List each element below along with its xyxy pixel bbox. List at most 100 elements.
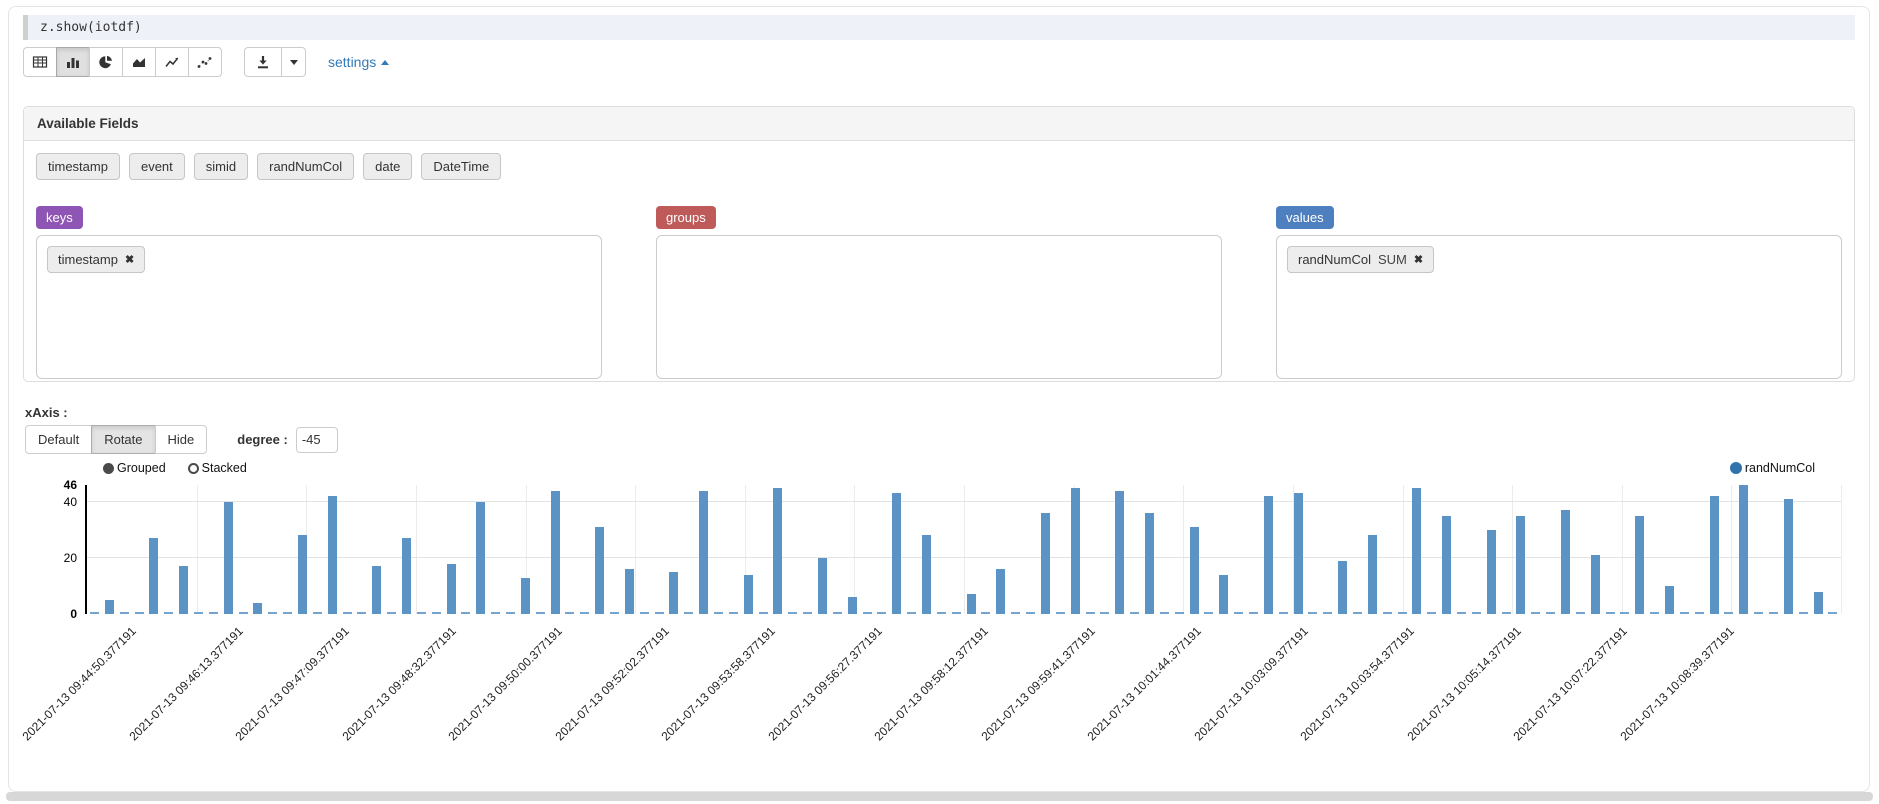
download-button[interactable]	[244, 47, 282, 77]
bar[interactable]	[1635, 515, 1645, 614]
bar-zero[interactable]	[1100, 612, 1110, 614]
bar[interactable]	[773, 487, 783, 614]
bar-zero[interactable]	[981, 612, 991, 614]
bar-zero[interactable]	[832, 612, 842, 614]
chart-type-button-line-chart[interactable]	[155, 47, 189, 77]
bar-zero[interactable]	[268, 612, 278, 614]
bar-zero[interactable]	[1159, 612, 1169, 614]
bar[interactable]	[253, 602, 263, 614]
bar-zero[interactable]	[283, 612, 293, 614]
bar[interactable]	[1442, 515, 1452, 614]
remove-icon[interactable]: ✖	[124, 254, 135, 266]
bar-zero[interactable]	[1546, 612, 1556, 614]
bar[interactable]	[1561, 510, 1570, 614]
download-caret-button[interactable]	[281, 47, 306, 77]
bar[interactable]	[1739, 485, 1749, 614]
bar[interactable]	[223, 501, 233, 614]
degree-input[interactable]	[295, 426, 338, 453]
zone-box-keys[interactable]: timestamp ✖	[36, 235, 602, 379]
bar[interactable]	[624, 569, 634, 614]
bar-zero[interactable]	[862, 612, 872, 614]
bar-zero[interactable]	[1308, 612, 1318, 614]
bar-zero[interactable]	[1323, 612, 1333, 614]
field-chip-event[interactable]: event	[128, 153, 185, 180]
bar-zero[interactable]	[1456, 612, 1466, 614]
field-chip-simid[interactable]: simid	[193, 153, 249, 180]
bar[interactable]	[743, 574, 753, 614]
bar-zero[interactable]	[312, 612, 322, 614]
zone-box-values[interactable]: randNumCol SUM ✖	[1276, 235, 1842, 379]
bar[interactable]	[1144, 513, 1154, 614]
bar-zero[interactable]	[164, 612, 174, 614]
bar-zero[interactable]	[788, 612, 798, 614]
field-chip-DateTime[interactable]: DateTime	[421, 153, 502, 180]
radio-stacked[interactable]: Stacked	[187, 461, 247, 475]
xaxis-button-default[interactable]: Default	[25, 425, 93, 454]
field-chip-timestamp[interactable]: timestamp	[36, 153, 120, 180]
bar-zero[interactable]	[951, 612, 961, 614]
bar[interactable]	[1189, 527, 1199, 614]
bar-zero[interactable]	[1026, 612, 1036, 614]
bar[interactable]	[372, 566, 382, 614]
bar[interactable]	[104, 599, 114, 614]
bar-zero[interactable]	[505, 612, 515, 614]
bar[interactable]	[1293, 493, 1303, 614]
bar[interactable]	[401, 538, 411, 614]
xaxis-button-hide[interactable]: Hide	[154, 425, 208, 454]
bar[interactable]	[818, 557, 828, 614]
bar-zero[interactable]	[416, 612, 426, 614]
bar-zero[interactable]	[1011, 612, 1021, 614]
bar[interactable]	[996, 569, 1006, 614]
bar[interactable]	[550, 490, 560, 614]
bar[interactable]	[520, 577, 530, 614]
bar[interactable]	[1412, 487, 1422, 614]
bar[interactable]	[1813, 591, 1823, 614]
bar[interactable]	[327, 496, 337, 614]
chart-type-button-scatter-chart[interactable]	[188, 47, 222, 77]
bar[interactable]	[297, 535, 307, 614]
bar[interactable]	[1516, 515, 1526, 614]
bar-zero[interactable]	[728, 612, 738, 614]
bar-zero[interactable]	[1679, 612, 1689, 614]
bar-zero[interactable]	[803, 612, 813, 614]
bar-zero[interactable]	[1694, 612, 1704, 614]
bar-zero[interactable]	[1650, 612, 1660, 614]
bar-zero[interactable]	[1724, 612, 1734, 614]
bar-zero[interactable]	[1471, 612, 1481, 614]
zone-box-groups[interactable]	[656, 235, 1222, 379]
bar-zero[interactable]	[1248, 612, 1258, 614]
bar-zero[interactable]	[1769, 612, 1779, 614]
bar[interactable]	[966, 594, 976, 614]
remove-icon[interactable]: ✖	[1413, 254, 1424, 266]
bar-zero[interactable]	[1174, 612, 1184, 614]
bar-zero[interactable]	[1620, 612, 1630, 614]
bar-zero[interactable]	[238, 612, 248, 614]
bar[interactable]	[1115, 490, 1125, 614]
bar[interactable]	[1040, 513, 1050, 614]
bar-zero[interactable]	[134, 612, 144, 614]
bar-zero[interactable]	[1085, 612, 1095, 614]
bar-zero[interactable]	[1397, 612, 1407, 614]
bar-zero[interactable]	[1352, 612, 1362, 614]
bar-zero[interactable]	[89, 612, 99, 614]
bar[interactable]	[1709, 496, 1719, 614]
bar[interactable]	[179, 566, 189, 614]
bar-zero[interactable]	[1382, 612, 1392, 614]
bar[interactable]	[847, 597, 857, 614]
bar-zero[interactable]	[208, 612, 218, 614]
bar-zero[interactable]	[1427, 612, 1437, 614]
bar[interactable]	[1367, 535, 1377, 614]
bar-zero[interactable]	[1605, 612, 1615, 614]
zone-item-chip[interactable]: randNumCol SUM ✖	[1287, 246, 1435, 273]
bar[interactable]	[446, 563, 456, 614]
chart-type-button-table[interactable]	[23, 47, 57, 77]
bar[interactable]	[669, 571, 679, 614]
bar[interactable]	[476, 501, 486, 614]
bar-zero[interactable]	[610, 612, 619, 614]
bar-zero[interactable]	[907, 612, 917, 614]
bar-zero[interactable]	[357, 612, 367, 614]
chart-type-button-bar-chart[interactable]	[56, 47, 90, 77]
bar-zero[interactable]	[580, 612, 590, 614]
bar-zero[interactable]	[1798, 612, 1808, 614]
bar[interactable]	[1665, 585, 1675, 614]
